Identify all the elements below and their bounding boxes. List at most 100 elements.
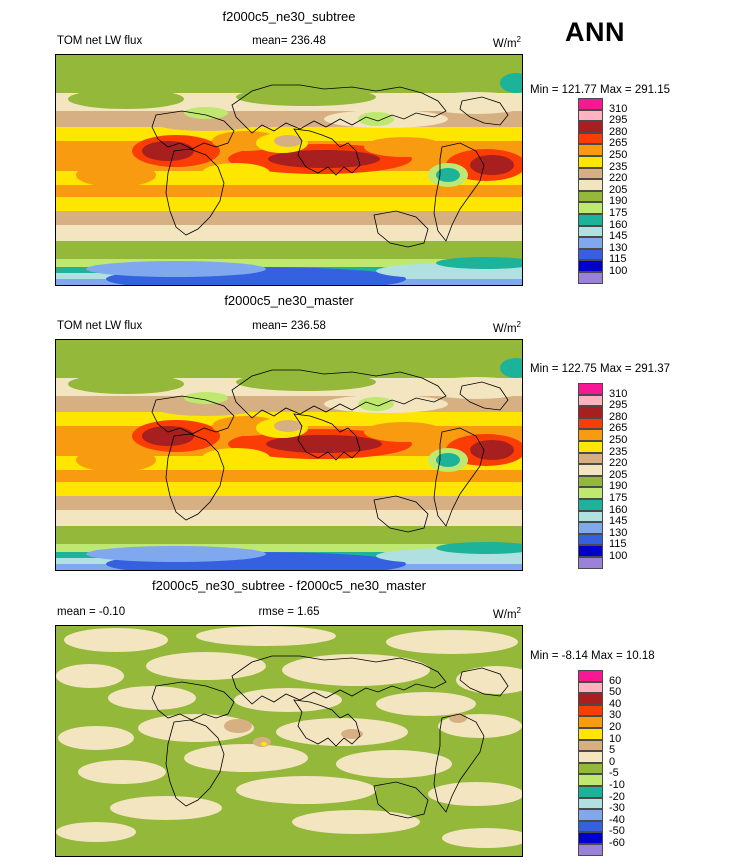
panel-2-mean-label: mean= 236.58 [252, 320, 326, 332]
panel-2-title: f2000c5_ne30_master [224, 293, 354, 308]
colorbar-3-tick-label: 40 [609, 697, 622, 710]
colorbar-3-swatch[interactable] [578, 786, 603, 798]
colorbar-3-tick-label: 60 [609, 674, 622, 687]
colorbar-1-tick-label: 175 [609, 207, 628, 219]
colorbar-1-tick-label: 250 [609, 149, 628, 161]
panel-1-mean-label: mean= 236.48 [252, 35, 326, 47]
colorbar-1-swatch[interactable] [578, 225, 603, 238]
colorbar-1-tick-label: 130 [609, 241, 628, 254]
colorbar-3-swatch[interactable] [578, 704, 603, 717]
colorbar-2-swatch[interactable] [578, 545, 603, 557]
units-exponent: 2 [516, 320, 521, 329]
colorbar-1-swatch[interactable] [578, 132, 603, 145]
panel-3-rmse-label: rmse = 1.65 [258, 606, 320, 618]
map-2-svg [56, 340, 522, 570]
panel-3-mean-label: mean = -0.10 [57, 606, 126, 618]
colorbar-3-swatch[interactable] [578, 832, 603, 844]
units-exponent: 2 [516, 35, 521, 44]
colorbar-3-swatch[interactable] [578, 728, 603, 740]
colorbar-2-swatch[interactable] [578, 464, 603, 476]
colorbar-2-tick-label: 310 [609, 387, 628, 400]
colorbar-1-swatch[interactable] [578, 98, 603, 110]
colorbar-2-swatch[interactable] [578, 406, 603, 418]
colorbar-3-swatch[interactable] [578, 739, 603, 752]
colorbar-3-swatch[interactable] [578, 670, 603, 682]
map-panel-2[interactable] [55, 339, 523, 571]
colorbar-2-swatch[interactable] [578, 487, 603, 499]
units-text: W/m [492, 608, 517, 621]
colorbar-3-swatch[interactable] [578, 681, 603, 694]
colorbar-2-tick-label: 130 [609, 526, 628, 539]
colorbar-2-tick-label: 115 [609, 538, 627, 551]
colorbar-2-swatch[interactable] [578, 417, 603, 430]
colorbar-2-tick-label: 235 [609, 445, 628, 458]
colorbar-2-swatch[interactable] [578, 452, 603, 465]
colorbar-1-swatch[interactable] [578, 156, 603, 168]
panel-3-title: f2000c5_ne30_subtree - f2000c5_ne30_mast… [152, 578, 426, 593]
colorbar-2-swatch[interactable] [578, 429, 603, 441]
colorbar-1-swatch[interactable] [578, 260, 603, 272]
map-panel-3[interactable] [55, 625, 523, 857]
colorbar-1-tick-label: 235 [609, 160, 628, 173]
colorbar-1-swatch[interactable] [578, 214, 603, 226]
colorbar-3-tick-label: 50 [609, 686, 622, 699]
colorbar-2-tick-label: 100 [609, 550, 628, 562]
panel-1-title: f2000c5_ne30_subtree [222, 9, 356, 24]
colorbar-3-tick-label: 20 [609, 721, 622, 733]
panel-3-units-label: W/m2 [55, 606, 521, 621]
colorbar-2-swatch[interactable] [578, 383, 603, 395]
colorbar-3-tick-label: -40 [609, 813, 625, 826]
colorbar-2-swatch[interactable] [578, 510, 603, 523]
colorbar-1-swatch[interactable] [578, 121, 603, 133]
colorbar-3-tick-label: -30 [609, 802, 625, 815]
colorbar-2-swatch[interactable] [578, 441, 603, 453]
colorbar-3-swatch[interactable] [578, 774, 603, 786]
colorbar-2-tick-label: 250 [609, 434, 628, 446]
colorbar-1-swatch[interactable] [578, 248, 603, 261]
panel-1-variable-label: TOM net LW flux [57, 35, 143, 47]
colorbar-2-tick-label: 205 [609, 468, 628, 481]
colorbar-1-tick-label: 190 [609, 195, 628, 208]
colorbar-3-swatch[interactable] [578, 751, 603, 763]
map-panel-1[interactable] [55, 54, 523, 286]
colorbar-3-tick-label: 30 [609, 709, 622, 722]
colorbar-3-tick-label: -10 [609, 779, 625, 791]
units-text: W/m [492, 322, 517, 335]
colorbar-1-swatch[interactable] [578, 272, 603, 284]
colorbar-2-tick-label: 175 [609, 492, 628, 504]
panel-1-units-label: W/m2 [55, 35, 521, 50]
colorbar-1-swatch[interactable] [578, 109, 603, 122]
colorbar-3-tick-label: -60 [609, 837, 625, 849]
panel-2-variable-label: TOM net LW flux [57, 320, 143, 332]
colorbar-2-swatch[interactable] [578, 394, 603, 407]
colorbar-3-tick-label: 0 [609, 755, 616, 768]
colorbar-1-swatch[interactable] [578, 167, 603, 180]
colorbar-3-swatch[interactable] [578, 762, 603, 775]
colorbar-3-swatch[interactable] [578, 716, 603, 728]
colorbar-3-swatch[interactable] [578, 820, 603, 833]
colorbar-3-swatch[interactable] [578, 797, 603, 810]
units-text: W/m [492, 37, 517, 50]
colorbar-2-swatch[interactable] [578, 499, 603, 511]
colorbar-1-swatch[interactable] [578, 190, 603, 203]
colorbar-2-tick-label: 190 [609, 480, 628, 493]
colorbar-2-swatch[interactable] [578, 533, 603, 546]
colorbar-1-swatch[interactable] [578, 237, 603, 249]
colorbar-3-tick-label: 5 [609, 744, 616, 757]
colorbar-3-swatch[interactable] [578, 809, 603, 821]
colorbar-3-swatch[interactable] [578, 693, 603, 705]
colorbar-3-swatch[interactable] [578, 844, 603, 856]
colorbar-2-swatch[interactable] [578, 557, 603, 569]
colorbar-2-swatch[interactable] [578, 522, 603, 534]
map-3-svg [56, 626, 522, 856]
colorbar-1-swatch[interactable] [578, 202, 603, 214]
colorbar-2-tick-label: 295 [609, 399, 628, 412]
colorbar-2-tick-label: 160 [609, 503, 628, 516]
colorbar-1-tick-label: 265 [609, 137, 628, 150]
colorbar-2-swatch[interactable] [578, 475, 603, 488]
colorbar-1-swatch[interactable] [578, 144, 603, 156]
colorbar-1-tick-label: 310 [609, 102, 628, 115]
colorbar-3-tick-label: 10 [609, 732, 622, 745]
colorbar-2-tick-label: 265 [609, 422, 628, 435]
colorbar-1-swatch[interactable] [578, 179, 603, 191]
